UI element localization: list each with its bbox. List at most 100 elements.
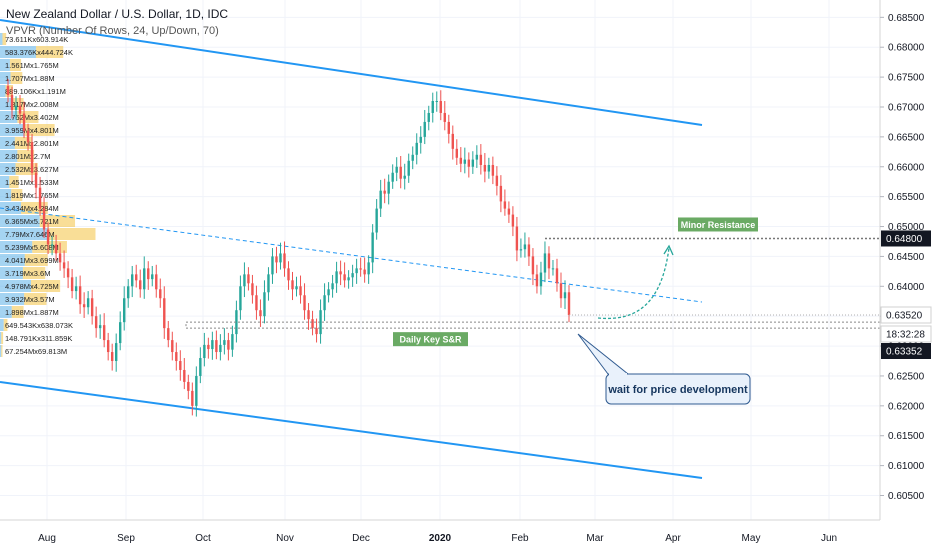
candle-body [279, 253, 282, 263]
candle-body [102, 325, 106, 341]
candle-body [447, 121, 450, 134]
candle-body [567, 292, 571, 315]
candle-body [34, 172, 38, 188]
price-tag-box [881, 230, 931, 247]
vp-bar-up [0, 293, 25, 305]
candle-body [383, 190, 386, 194]
candle-body [415, 142, 418, 155]
candle-body [271, 256, 274, 275]
time-axis[interactable]: Aug Sep Oct Nov Dec 2020 Feb Mar Apr May Jun [0, 519, 932, 550]
vp-bar-up [0, 345, 2, 357]
x-tick-label: Feb [511, 533, 529, 544]
vp-bar-down [11, 189, 23, 201]
vp-bar-down [31, 280, 61, 292]
candle-body [455, 148, 459, 158]
candle-body [451, 133, 454, 149]
candle-body [147, 268, 150, 280]
channel-mid-line [0, 207, 703, 303]
vp-row-label: 1.451Mx1.533M [5, 178, 59, 187]
y-tick-label: 0.61500 [888, 431, 925, 442]
candle-body [291, 280, 294, 290]
vp-bar-down [9, 176, 19, 188]
candle-body [195, 375, 198, 406]
candle-body [303, 295, 306, 311]
candle-body [363, 269, 366, 275]
x-tick-label: Apr [665, 533, 681, 544]
y-tick-label: 0.66500 [888, 132, 925, 143]
candle-body [555, 268, 559, 284]
candle-body [519, 249, 523, 251]
x-tick-label: 2020 [429, 533, 452, 544]
daily-key-label: Daily Key S&R [399, 335, 462, 345]
vp-bar-up [0, 176, 10, 188]
candle-body [359, 268, 362, 270]
candle-body [375, 208, 378, 233]
candle-body [379, 190, 382, 209]
candle-body [403, 175, 406, 179]
vp-bar-down [24, 293, 47, 305]
candle-body [211, 340, 214, 350]
price-tag-label: 18:32:28 [886, 330, 925, 341]
channel-upper-line [0, 19, 703, 126]
vp-row-label: 3.719Mx3.6M [5, 269, 50, 278]
minor-resistance-box [678, 217, 758, 232]
candle-body [387, 181, 390, 194]
candle-body [471, 159, 475, 167]
candle-body [351, 273, 354, 278]
candle-body [539, 272, 543, 287]
candle-body [203, 344, 206, 359]
candle-body [347, 277, 350, 281]
candle-body [391, 172, 394, 182]
candle-body [70, 277, 74, 292]
x-tick-label: Aug [38, 533, 56, 544]
vp-row-label: 3.434Mx4.284M [5, 204, 59, 213]
vp-bar-down [24, 254, 48, 266]
daily-key-zone [185, 321, 881, 329]
candle-body [495, 175, 499, 186]
chart-title: New Zealand Dollar / U.S. Dollar, 1D, ID… [6, 7, 229, 21]
candle-body [159, 289, 162, 299]
candle-body [123, 298, 126, 323]
callout-box [605, 373, 751, 405]
y-tick-label: 0.68000 [888, 43, 925, 54]
candle-body [511, 214, 515, 227]
candle-body [563, 292, 567, 299]
x-tick-label: Jun [821, 533, 837, 544]
indicator-title: VPVR (Number Of Rows, 24, Up/Down, 70) [6, 25, 219, 37]
candle-body [559, 283, 563, 299]
candle-body [319, 310, 322, 335]
x-tick-label: Sep [117, 533, 135, 544]
candle-body [459, 157, 463, 164]
channel-lower-line [0, 381, 703, 479]
candle-body [295, 286, 298, 290]
candle-body [10, 95, 14, 110]
vp-row-label: 4.041Mx3.699M [5, 256, 59, 265]
candle-body [423, 121, 426, 137]
candle-body [343, 274, 346, 281]
candle-body [42, 208, 46, 230]
trend-channel[interactable] [0, 19, 703, 479]
candle-body [98, 325, 102, 329]
vp-bar-up [0, 189, 12, 201]
vp-bar-up [0, 72, 11, 84]
candle-body [435, 101, 438, 103]
candle-body [239, 286, 242, 311]
vp-bar-down [11, 306, 24, 318]
annotations[interactable]: Minor Resistance Daily Key S&R wait for pr… [185, 217, 881, 405]
vp-bar-down [17, 111, 39, 123]
candle-body [547, 253, 551, 269]
price-axis[interactable]: 0.68500 0.68000 0.67500 0.67000 0.66500 0.660… [879, 0, 932, 550]
candle-body [419, 136, 422, 143]
minor-resistance-label: Minor Resistance [681, 220, 756, 230]
candle-body [110, 352, 114, 362]
candle-body [18, 105, 22, 114]
candle-body [74, 286, 78, 292]
candle-body [535, 274, 539, 287]
candle-body [411, 154, 414, 161]
candle-body [255, 295, 258, 311]
candle-body [22, 113, 26, 131]
price-tag-label: 0.63520 [886, 311, 923, 322]
callout-joint [609, 373, 627, 376]
